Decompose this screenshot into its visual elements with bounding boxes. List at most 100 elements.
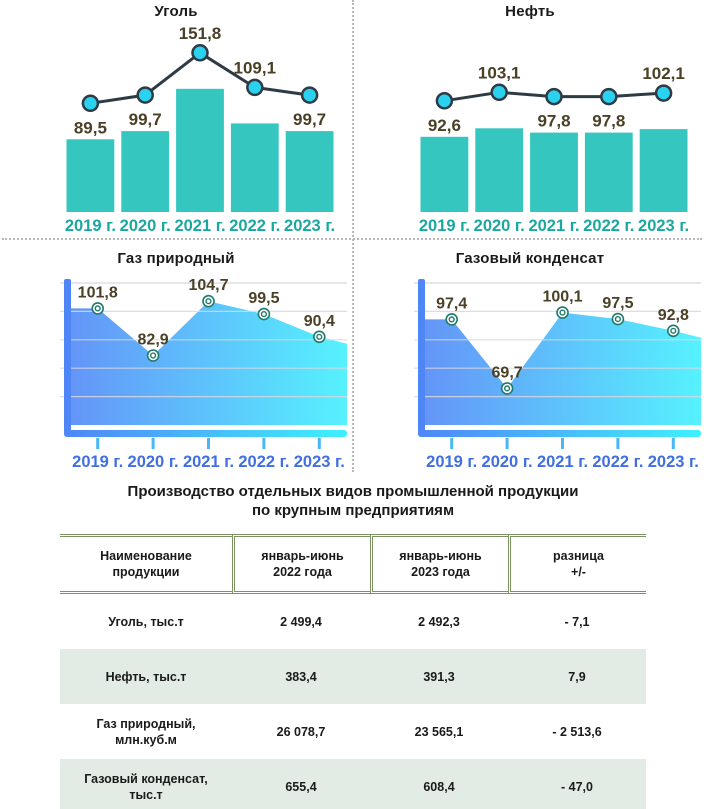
cell-product-name: Газовый конденсат, тыс.т: [60, 759, 232, 809]
axis-label-gas-condensate-2: 2021 г.: [537, 453, 588, 471]
chart-title-coal: Уголь: [154, 3, 198, 20]
value-label-coal-2: 151,8: [179, 24, 222, 43]
marker-coal-4: [300, 86, 319, 104]
bar-oil-3: [584, 132, 633, 212]
column-header-difference: разница +/-: [508, 534, 646, 594]
marker-outer-gas-condensate-2: [556, 306, 569, 319]
value-label-natural-gas-4: 90,4: [304, 313, 335, 330]
y-axis-bar-natural-gas: [64, 279, 71, 433]
column-header-product: Наименование продукции: [60, 534, 232, 594]
cell-product-name-line1: Газовый конденсат,: [84, 771, 208, 786]
column-header-difference-line2: +/-: [571, 565, 586, 579]
chart-title-natural-gas: Газ природный: [117, 250, 235, 267]
marker-outer-gas-condensate-0: [445, 313, 458, 326]
axis-label-oil-4: 2023 г.: [638, 217, 689, 235]
value-label-oil-4: 102,1: [642, 64, 685, 83]
cell-value-2022: 2 499,4: [280, 614, 322, 629]
cell-product-name-line2: тыс.т: [129, 787, 163, 802]
axis-label-gas-condensate-1: 2020 г.: [482, 453, 533, 471]
marker-coal-0: [81, 94, 100, 113]
chart-plot-oil: 92,6 103,1 97,8 97,8 102,1 2019 г. 2020 г. 2021…: [419, 63, 689, 235]
marker-coal-3: [246, 78, 264, 97]
column-header-product-line1: Наименование: [100, 549, 192, 563]
marker-oil-3: [600, 87, 618, 106]
chart-gas-condensate: 97,4 69,7 100,1 97,5 92,8 2019 г. 2020 г. 2021 …: [414, 279, 701, 471]
table-body: Уголь, тыс.т 2 499,4 2 492,3 - 7,1 Нефть…: [60, 594, 646, 809]
axis-label-natural-gas-0: 2019 г.: [72, 453, 123, 471]
cell-difference: - 7,1: [564, 614, 590, 629]
axis-label-natural-gas-4: 2023 г.: [294, 453, 345, 471]
cell-product-name: Уголь, тыс.т: [60, 594, 232, 649]
cell-product-name-line1: Газ природный,: [96, 716, 196, 731]
value-label-coal-1: 99,7: [129, 110, 162, 129]
cell-product-name: Нефть, тыс.т: [60, 649, 232, 704]
marker-coal-2: [191, 44, 209, 62]
chart-oil: 92,6 103,1 97,8 97,8 102,1 2019 г. 2020 г. 2021…: [419, 63, 689, 235]
value-label-oil-3: 97,8: [592, 112, 625, 131]
chart-panel-gas-condensate: Газовый конденсат 97,4 69,7 100,1 97,5 92,8 2…: [354, 240, 706, 472]
cell-value-2023: 2 492,3: [418, 614, 460, 629]
axis-label-oil-3: 2022 г.: [583, 217, 634, 235]
marker-oil-1: [490, 83, 508, 102]
marker-inner-gas-condensate-0: [448, 316, 455, 323]
table-head: Наименование продукции январь-июнь 2022 …: [60, 534, 646, 594]
chart-plot-coal: 89,5 99,7 151,8 109,1 99,7 2019 г. 2020 г. 2021…: [65, 24, 335, 235]
table-heading: Производство отдельных видов промышленно…: [0, 476, 706, 520]
marker-oil-0: [435, 92, 454, 110]
marker-inner-gas-condensate-4: [670, 327, 677, 334]
table-header-row: Наименование продукции январь-июнь 2022 …: [60, 534, 646, 594]
value-label-gas-condensate-2: 100,1: [542, 289, 582, 306]
y-axis-bar-gas-condensate: [418, 279, 425, 433]
axis-label-coal-2: 2021 г.: [174, 217, 225, 235]
cell-difference: - 2 513,6: [552, 724, 602, 739]
axis-label-oil-2: 2021 г.: [528, 217, 579, 235]
cell-product-name-line2: млн.куб.м: [115, 732, 177, 747]
marker-oil-2: [545, 87, 563, 106]
marker-oil-4: [654, 84, 673, 102]
value-label-coal-3: 109,1: [234, 58, 277, 77]
marker-outer-gas-condensate-1: [500, 382, 514, 395]
bar-oil-0: [420, 136, 469, 212]
horizontal-dotted-divider: [2, 238, 702, 240]
chart-title-oil: Нефть: [505, 3, 555, 20]
value-label-natural-gas-3: 99,5: [248, 290, 279, 307]
marker-outer-natural-gas-0: [91, 302, 104, 315]
column-header-2023-line2: 2023 года: [411, 565, 470, 579]
value-label-gas-condensate-0: 97,4: [436, 295, 467, 312]
marker-inner-natural-gas-3: [260, 310, 268, 318]
bar-coal-1: [121, 131, 170, 212]
table-row: Нефть, тыс.т 383,4 391,3 7,9: [60, 649, 646, 704]
axis-label-gas-condensate-0: 2019 г.: [426, 453, 477, 471]
production-table-region: Производство отдельных видов промышленно…: [0, 476, 706, 809]
marker-inner-gas-condensate-2: [559, 309, 566, 316]
chart-title-gas-condensate: Газовый конденсат: [455, 250, 605, 267]
marker-outer-natural-gas-2: [202, 294, 215, 308]
value-label-oil-1: 103,1: [478, 63, 521, 82]
x-axis-bar-natural-gas: [64, 430, 347, 437]
value-label-oil-2: 97,8: [537, 112, 570, 131]
cell-value-2023: 23 565,1: [414, 724, 464, 739]
column-header-2023-line1: январь-июнь: [399, 549, 482, 563]
marker-inner-natural-gas-4: [316, 333, 323, 340]
table-heading-line-2: по крупным предприятиям: [251, 502, 455, 519]
axis-label-coal-3: 2022 г.: [229, 217, 280, 235]
column-header-2023: январь-июнь 2023 года: [370, 534, 508, 594]
chart-panel-coal: Уголь 89,5 99,7 151,8 109,1 99,7 2019 г. 2020 …: [0, 0, 352, 238]
value-label-natural-gas-0: 101,8: [78, 284, 118, 301]
bar-coal-3: [230, 123, 279, 212]
cell-product-name-line1: Нефть, тыс.т: [105, 669, 187, 684]
marker-outer-gas-condensate-3: [611, 312, 625, 326]
column-header-product-line2: продукции: [112, 565, 180, 579]
cell-value-2022: 383,4: [232, 649, 370, 704]
bar-coal-2: [176, 88, 224, 212]
cell-value-2022: 26 078,7: [276, 724, 326, 739]
marker-inner-natural-gas-0: [94, 305, 101, 312]
value-label-natural-gas-1: 82,9: [138, 331, 169, 348]
chart-natural-gas: 101,8 82,9 104,7 99,5 90,4 2019 г. 2020 г. 2021…: [60, 277, 347, 471]
charts-region: Уголь 89,5 99,7 151,8 109,1 99,7 2019 г. 2020 …: [0, 0, 706, 472]
area-fill-natural-gas: [70, 301, 347, 425]
marker-outer-natural-gas-4: [312, 330, 326, 344]
chart-plot-natural-gas: 101,8 82,9 104,7 99,5 90,4 2019 г. 2020 г. 2021…: [60, 277, 347, 471]
marker-inner-gas-condensate-1: [504, 385, 511, 392]
